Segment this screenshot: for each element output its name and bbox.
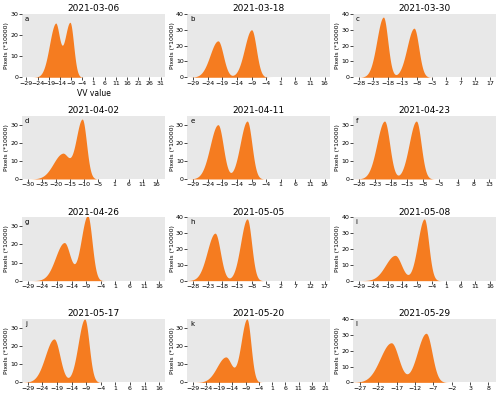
Text: i: i (356, 219, 358, 225)
Y-axis label: Pixels (*10000): Pixels (*10000) (335, 22, 340, 69)
Y-axis label: Pixels (*10000): Pixels (*10000) (170, 226, 174, 273)
Title: 2021-04-11: 2021-04-11 (233, 106, 285, 115)
Title: 2021-05-29: 2021-05-29 (398, 309, 450, 318)
Y-axis label: Pixels (*10000): Pixels (*10000) (4, 226, 9, 273)
Text: d: d (25, 118, 29, 124)
X-axis label: VV value: VV value (76, 88, 110, 98)
Y-axis label: Pixels (*10000): Pixels (*10000) (170, 327, 174, 374)
Title: 2021-04-23: 2021-04-23 (398, 106, 450, 115)
Text: j: j (25, 321, 27, 327)
Text: g: g (25, 219, 29, 225)
Text: a: a (25, 16, 29, 22)
Y-axis label: Pixels (*10000): Pixels (*10000) (4, 327, 9, 374)
Title: 2021-05-08: 2021-05-08 (398, 207, 450, 216)
Y-axis label: Pixels (*10000): Pixels (*10000) (335, 124, 340, 171)
Title: 2021-05-20: 2021-05-20 (233, 309, 285, 318)
Y-axis label: Pixels (*10000): Pixels (*10000) (4, 124, 9, 171)
Title: 2021-03-06: 2021-03-06 (68, 4, 120, 13)
Text: b: b (190, 16, 194, 22)
Title: 2021-03-18: 2021-03-18 (232, 4, 285, 13)
Text: c: c (356, 16, 360, 22)
Text: l: l (356, 321, 358, 327)
Text: h: h (190, 219, 194, 225)
Title: 2021-05-17: 2021-05-17 (68, 309, 120, 318)
Y-axis label: Pixels (*10000): Pixels (*10000) (170, 22, 174, 69)
Text: k: k (190, 321, 194, 327)
Title: 2021-03-30: 2021-03-30 (398, 4, 450, 13)
Text: e: e (190, 118, 194, 124)
Title: 2021-05-05: 2021-05-05 (232, 207, 285, 216)
Y-axis label: Pixels (*10000): Pixels (*10000) (335, 327, 340, 374)
Y-axis label: Pixels (*10000): Pixels (*10000) (170, 124, 174, 171)
Title: 2021-04-26: 2021-04-26 (68, 207, 120, 216)
Text: f: f (356, 118, 358, 124)
Title: 2021-04-02: 2021-04-02 (68, 106, 120, 115)
Y-axis label: Pixels (*10000): Pixels (*10000) (4, 22, 9, 69)
Y-axis label: Pixels (*10000): Pixels (*10000) (335, 226, 340, 273)
